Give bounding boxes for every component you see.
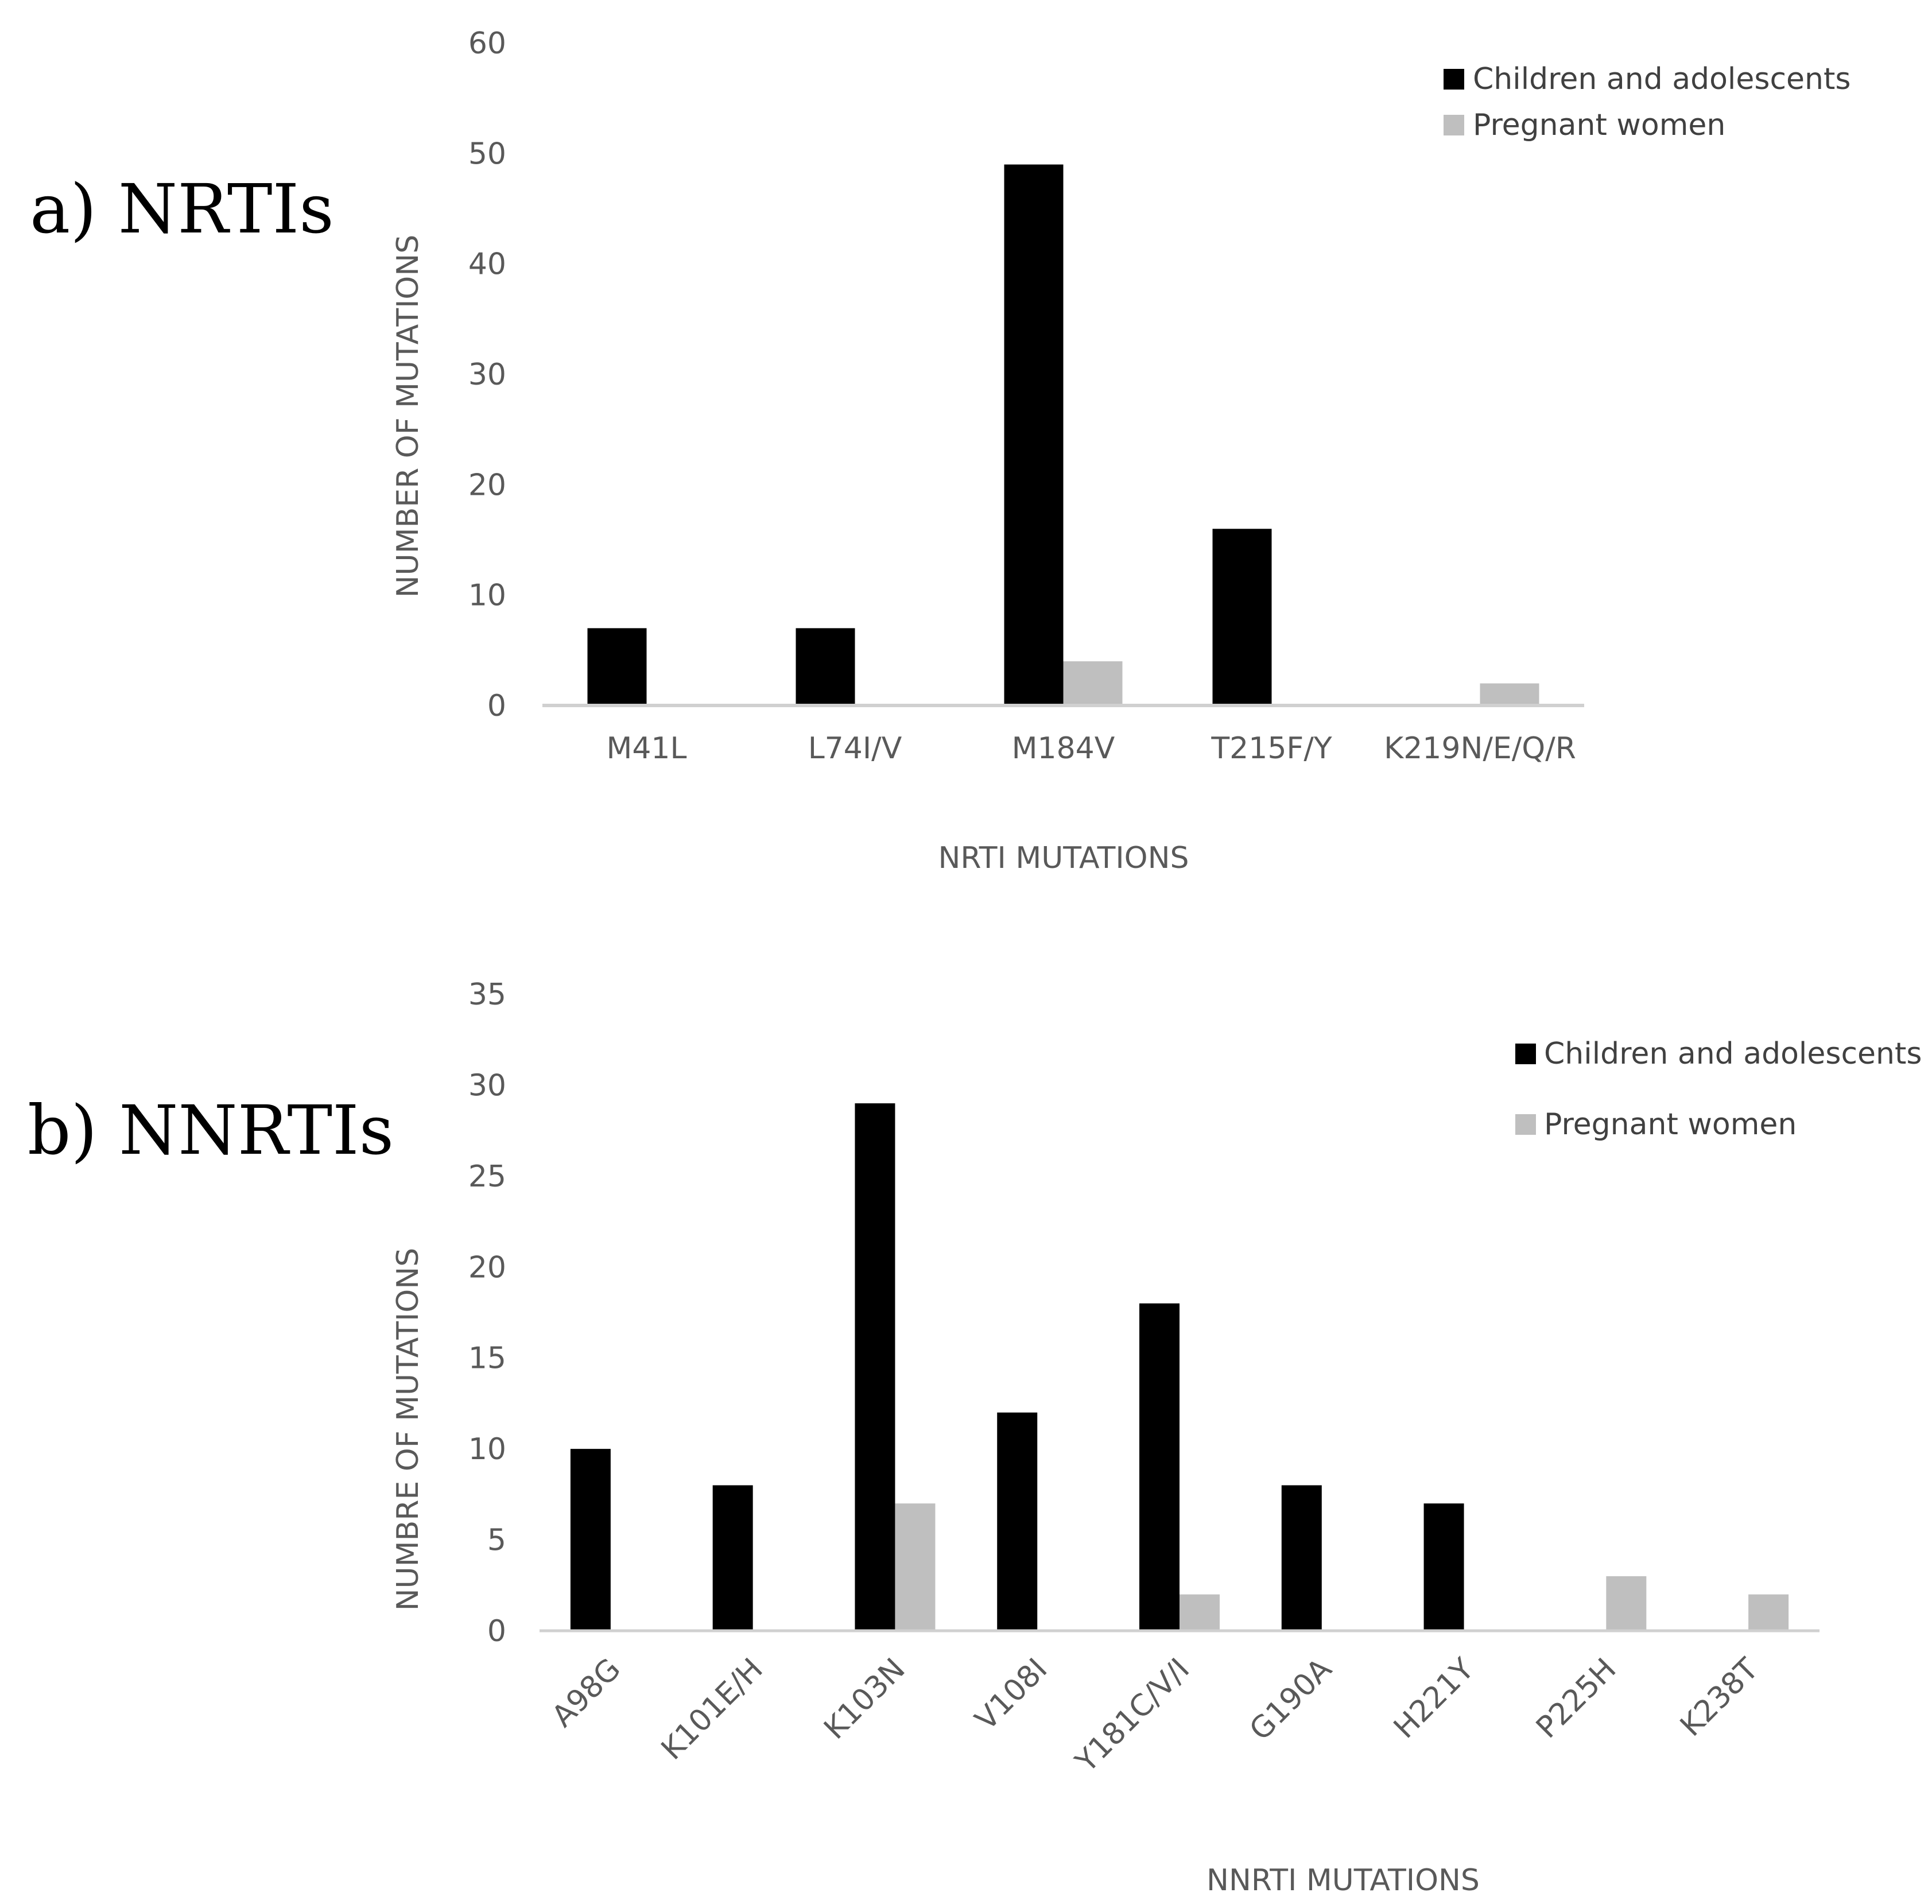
chart-a-legend: Children and adolescents Pregnant women [1444,62,1850,142]
chart-a-x-tick-4: K219N/E/Q/R [1384,731,1576,766]
chart-a-y-axis-title: NUMBER OF MUTATIONS [391,235,425,598]
chart-a-y-tick-1: 10 [468,579,506,613]
chart-b-legend-label-pregnant: Pregnant women [1544,1107,1797,1142]
chart-b-bar-pregnant-4 [1180,1594,1220,1631]
chart-a-x-tick-1: L74I/V [808,731,902,766]
chart-a-y-tick-5: 50 [468,137,506,171]
chart-a-bar-pregnant-2 [1063,661,1123,705]
chart-b-bar-children-4 [1139,1303,1180,1631]
chart-b-legend-swatch-pregnant [1515,1114,1536,1135]
chart-a-bars [587,164,1539,706]
chart-b-y-tick-5: 25 [468,1160,506,1194]
chart-a-bar-children-0 [587,628,647,705]
chart-b-bar-children-1 [712,1485,753,1631]
chart-b-y-tick-0: 0 [487,1614,506,1649]
chart-a-legend-swatch-children [1444,69,1464,90]
chart-b-y-axis-ticks: 0 5 10 15 20 25 30 35 [468,978,506,1649]
chart-b-legend-label-children: Children and adolescents [1544,1037,1922,1071]
chart-b-bar-pregnant-7 [1606,1576,1647,1631]
chart-b-nnrti: 0 5 10 15 20 25 30 35 A98G K101E/H K103N V108I Y181… [391,978,1922,1898]
chart-b-x-tick-6: H221Y [1387,1652,1481,1746]
chart-a-x-axis-title: NRTI MUTATIONS [938,841,1189,875]
chart-b-x-tick-4: Y181C/V/I [1069,1652,1196,1779]
chart-b-y-tick-2: 10 [468,1432,506,1467]
chart-b-x-tick-5: G190A [1243,1651,1339,1747]
chart-b-y-axis-title: NUMBRE OF MUTATIONS [391,1248,425,1611]
chart-a-y-tick-0: 0 [487,689,506,723]
chart-a-legend-label-children: Children and adolescents [1473,62,1850,96]
chart-b-x-tick-7: P225H [1530,1652,1623,1745]
chart-b-x-axis-categories: A98G K101E/H K103N V108I Y181C/V/I G190A H221Y… [545,1651,1765,1779]
chart-a-y-axis-ticks: 0 10 20 30 40 50 60 [468,26,506,723]
chart-a-x-tick-0: M41L [606,731,686,766]
chart-b-bar-children-2 [855,1103,895,1631]
chart-a-x-tick-3: T215F/Y [1211,731,1332,766]
chart-a-legend-swatch-pregnant [1444,115,1464,135]
chart-b-bar-pregnant-2 [895,1503,936,1631]
chart-b-bars [570,1103,1789,1631]
chart-a-y-tick-4: 40 [468,247,506,282]
chart-b-bar-children-5 [1281,1485,1322,1631]
chart-b-x-tick-3: V108I [969,1652,1054,1738]
chart-b-y-tick-7: 35 [468,978,506,1012]
chart-a-bar-children-2 [1004,164,1064,706]
chart-a-y-tick-3: 30 [468,358,506,392]
chart-a-y-tick-2: 20 [468,468,506,502]
chart-b-x-tick-8: K238T [1674,1652,1765,1743]
chart-a-x-tick-2: M184V [1012,731,1115,766]
panel-b-title: b) NNRTIs [28,1091,394,1170]
chart-b-x-tick-2: K103N [817,1652,911,1746]
chart-b-bar-children-0 [570,1449,611,1631]
chart-b-y-tick-3: 15 [468,1341,506,1376]
chart-b-legend: Children and adolescents Pregnant women [1515,1037,1922,1142]
chart-a-bar-pregnant-4 [1480,683,1539,705]
chart-a-nrti: 0 10 20 30 40 50 60 M41L L74I/V M184V T215F/Y K219… [391,26,1850,875]
chart-b-legend-swatch-children [1515,1044,1536,1064]
panel-a-title: a) NRTIs [30,169,334,249]
chart-b-bar-children-3 [997,1412,1038,1631]
chart-b-x-tick-0: A98G [545,1652,627,1734]
chart-a-bar-children-1 [796,628,855,705]
chart-a-bar-children-3 [1212,529,1272,705]
chart-b-bar-pregnant-8 [1748,1594,1789,1631]
chart-a-y-tick-6: 60 [468,26,506,61]
chart-b-y-tick-4: 20 [468,1250,506,1285]
chart-b-y-tick-1: 5 [487,1523,506,1558]
chart-b-x-axis-title: NNRTI MUTATIONS [1206,1863,1480,1898]
chart-a-legend-label-pregnant: Pregnant women [1473,108,1725,142]
chart-b-y-tick-6: 30 [468,1068,506,1103]
chart-a-x-axis-categories: M41L L74I/V M184V T215F/Y K219N/E/Q/R [606,731,1576,766]
chart-b-x-tick-1: K101E/H [655,1652,770,1767]
chart-b-bar-children-6 [1423,1503,1464,1631]
